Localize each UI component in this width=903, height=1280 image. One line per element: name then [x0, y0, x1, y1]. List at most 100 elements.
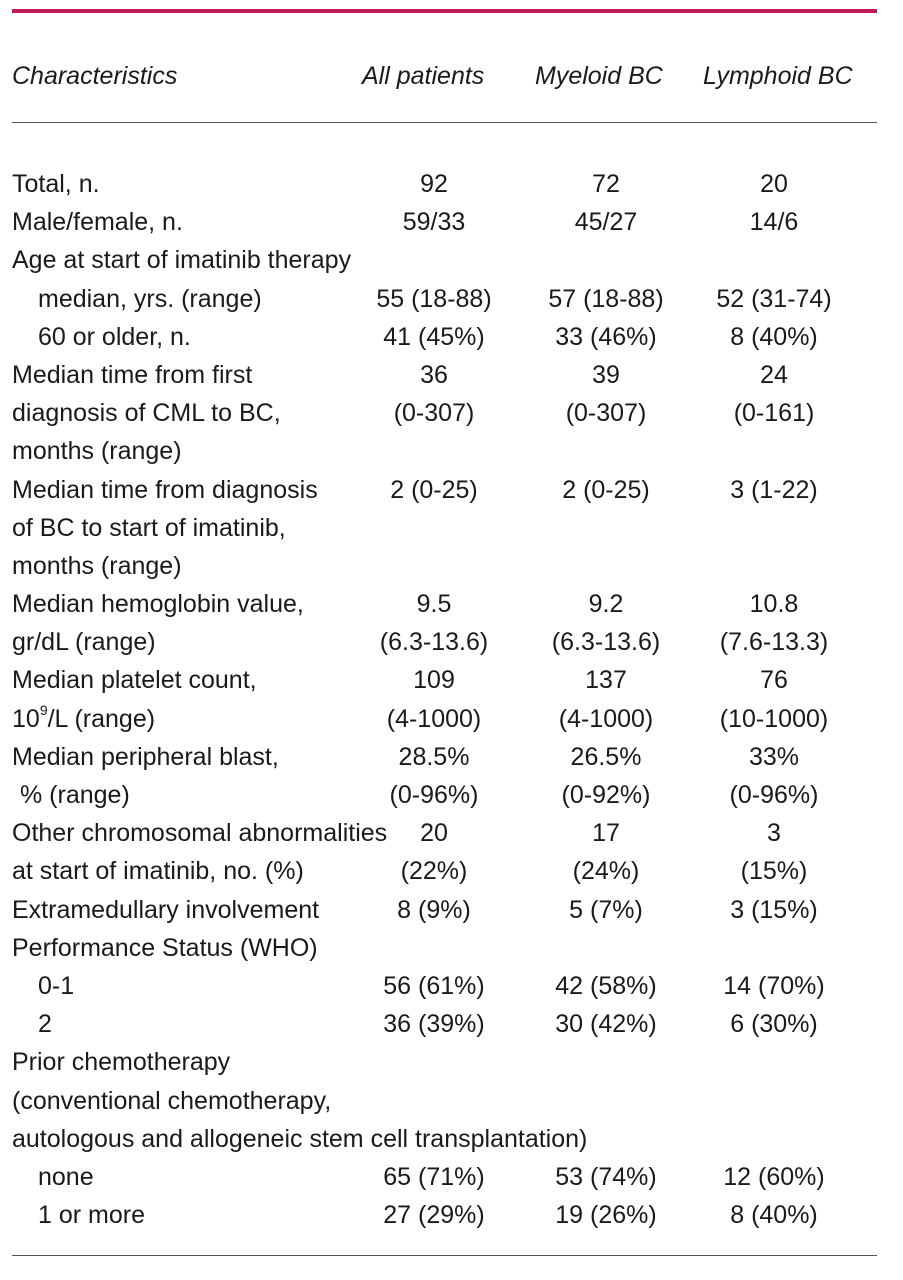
table-header: Characteristics All patients Myeloid BC … [12, 62, 877, 96]
row-label: Other chromosomal abnormalities [12, 819, 388, 848]
table-row: none 65 (71%) 53 (74%) 12 (60%) [12, 1159, 877, 1197]
row-label-superscript: 9 [39, 702, 48, 719]
cell-lymphoid: 14 (70%) [723, 971, 825, 1000]
table-row: of BC to start of imatinib, [12, 510, 877, 548]
table-row: Performance Status (WHO) [12, 930, 877, 968]
cell-myeloid: 17 [592, 819, 620, 848]
cell-lymphoid: (15%) [740, 857, 808, 886]
row-label: months (range) [12, 437, 182, 466]
cell-lymphoid: (0-161) [733, 399, 815, 428]
table-row: months (range) [12, 433, 877, 471]
row-label: gr/dL (range) [12, 628, 156, 657]
top-rule [12, 9, 877, 13]
cell-lymphoid: 3 [767, 819, 781, 848]
cell-all-patients: 56 (61%) [383, 971, 485, 1000]
cell-all-patients: (22%) [400, 857, 468, 886]
table-row: (conventional chemotherapy, [12, 1083, 877, 1121]
cell-myeloid: 9.2 [588, 590, 624, 619]
header-rule [12, 122, 877, 123]
table-row: 1 or more 27 (29%) 19 (26%) 8 (40%) [12, 1197, 877, 1235]
header-characteristics: Characteristics [12, 62, 178, 90]
cell-myeloid: 30 (42%) [555, 1010, 657, 1039]
row-label: Median peripheral blast, [12, 742, 279, 771]
cell-myeloid: 2 (0-25) [562, 475, 650, 504]
table-row: 0-1 56 (61%) 42 (58%) 14 (70%) [12, 968, 877, 1006]
cell-myeloid: (0-307) [565, 399, 647, 428]
row-label: Extramedullary involvement [12, 895, 320, 924]
cell-lymphoid: 8 (40%) [730, 322, 818, 351]
table-row: gr/dL (range) (6.3-13.6) (6.3-13.6) (7.6-13… [12, 624, 877, 662]
row-label: at start of imatinib, no. (%) [12, 857, 304, 886]
cell-myeloid: 45/27 [574, 208, 638, 237]
table-row: Median peripheral blast, 28.5% 26.5% 33% [12, 739, 877, 777]
cell-all-patients: (0-96%) [389, 781, 479, 809]
cell-lymphoid: 6 (30%) [730, 1010, 818, 1039]
header-lymphoid: Lymphoid BC [703, 62, 853, 90]
row-label: Performance Status (WHO) [12, 933, 318, 962]
cell-all-patients: 92 [420, 170, 448, 198]
table-row: Extramedullary involvement 8 (9%) 5 (7%) 3 … [12, 892, 877, 930]
row-label: none [38, 1162, 94, 1191]
row-label: 109/L (range) [12, 702, 155, 734]
cell-lymphoid: 76 [760, 666, 788, 695]
cell-lymphoid: 24 [760, 360, 788, 389]
header-all-patients: All patients [362, 62, 485, 90]
cell-myeloid: 26.5% [570, 742, 642, 771]
table-body: Total, n. 92 72 20 Male/female, n. 59/33 45/27… [12, 166, 877, 1235]
row-label: Median platelet count, [12, 666, 257, 695]
table-row: % (range) (0-96%) (0-92%) (0-96%) [12, 777, 877, 815]
cell-myeloid: 33 (46%) [555, 322, 657, 351]
table-row: 109/L (range) (4-1000) (4-1000) (10-1000) [12, 701, 877, 739]
table-row: Median hemoglobin value, 9.5 9.2 10.8 [12, 586, 877, 624]
row-label: autologous and allogeneic stem cell tran… [12, 1124, 588, 1153]
cell-all-patients: 109 [413, 666, 455, 695]
cell-all-patients: 9.5 [416, 590, 452, 619]
cell-all-patients: 36 [420, 360, 448, 389]
cell-lymphoid: 20 [760, 170, 788, 198]
cell-lymphoid: 3 (1-22) [730, 475, 818, 504]
bottom-rule [12, 1255, 877, 1256]
row-label-prefix: 10 [12, 704, 40, 733]
cell-lymphoid: (0-96%) [729, 781, 819, 809]
cell-myeloid: 72 [592, 170, 620, 198]
table-row: Age at start of imatinib therapy [12, 242, 877, 280]
row-label: Median time from diagnosis [12, 475, 318, 504]
cell-all-patients: (6.3-13.6) [379, 628, 489, 657]
table-row: months (range) [12, 548, 877, 586]
row-label: 60 or older, n. [38, 322, 191, 351]
cell-myeloid: (0-92%) [561, 781, 651, 809]
row-label: Median hemoglobin value, [12, 590, 304, 619]
row-label: % (range) [20, 781, 130, 809]
cell-all-patients: 2 (0-25) [390, 475, 478, 504]
row-label: 2 [38, 1010, 52, 1039]
table-row: Male/female, n. 59/33 45/27 14/6 [12, 204, 877, 242]
cell-all-patients: (0-307) [393, 399, 475, 428]
cell-all-patients: 27 (29%) [383, 1201, 485, 1230]
table-row: Median time from diagnosis 2 (0-25) 2 (0-2… [12, 472, 877, 510]
row-label: 0-1 [38, 971, 75, 1000]
cell-myeloid: (6.3-13.6) [551, 628, 661, 657]
cell-all-patients: 41 (45%) [383, 322, 485, 351]
cell-myeloid: 5 (7%) [569, 895, 643, 924]
row-label: Prior chemotherapy [12, 1048, 231, 1077]
table-row: at start of imatinib, no. (%) (22%) (24%) (… [12, 853, 877, 891]
table-row: Prior chemotherapy [12, 1044, 877, 1082]
row-label: Male/female, n. [12, 208, 183, 237]
cell-myeloid: 53 (74%) [555, 1162, 657, 1191]
cell-lymphoid: 3 (15%) [730, 895, 818, 924]
cell-lymphoid: 10.8 [749, 590, 799, 619]
cell-myeloid: 42 (58%) [555, 971, 657, 1000]
row-label: (conventional chemotherapy, [12, 1086, 332, 1115]
row-label: Age at start of imatinib therapy [12, 246, 352, 275]
cell-lymphoid: 8 (40%) [730, 1201, 818, 1230]
table-row: 2 36 (39%) 30 (42%) 6 (30%) [12, 1006, 877, 1044]
table-row: 60 or older, n. 41 (45%) 33 (46%) 8 (40%) [12, 319, 877, 357]
cell-myeloid: (24%) [572, 857, 640, 886]
table-row: autologous and allogeneic stem cell tran… [12, 1121, 877, 1159]
row-label: Median time from first [12, 360, 253, 389]
cell-myeloid: 19 (26%) [555, 1201, 657, 1230]
cell-all-patients: 55 (18-88) [376, 284, 492, 313]
cell-all-patients: 28.5% [398, 742, 470, 771]
cell-all-patients: 8 (9%) [397, 895, 471, 924]
